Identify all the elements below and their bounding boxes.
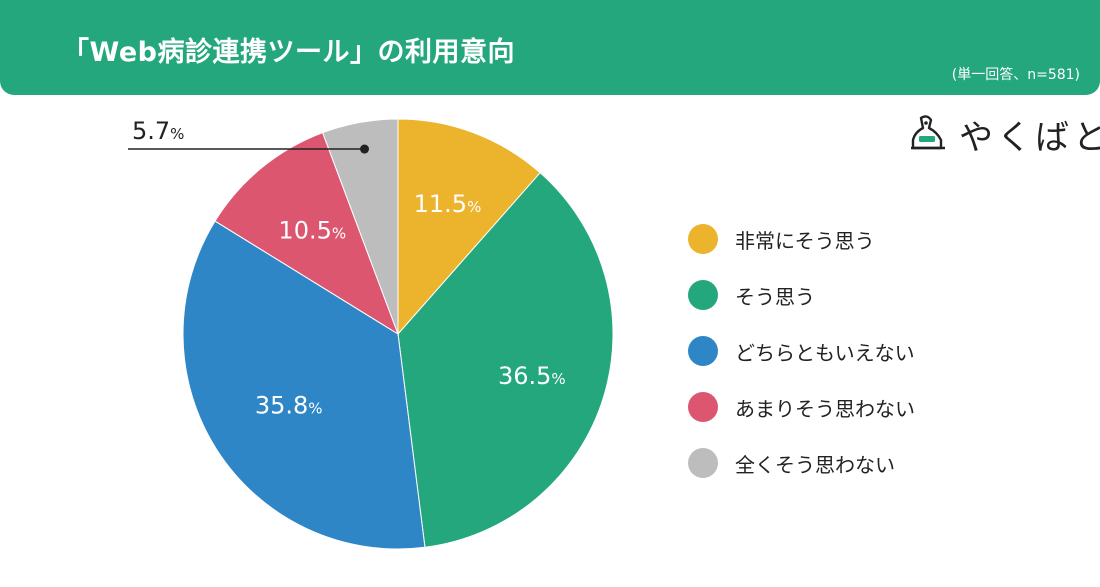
pie-slice-2: [397, 172, 614, 548]
legend-swatch: [688, 392, 718, 422]
legend-label: 全くそう思わない: [735, 452, 895, 477]
legend-item: あまりそう思わない: [688, 380, 915, 434]
pie-slice-3: [182, 220, 426, 550]
legend-label: 非常にそう思う: [735, 228, 875, 253]
legend-label: どちらともいえない: [735, 340, 915, 365]
legend-item: 非常にそう思う: [688, 212, 915, 266]
pie-chart: 11.5% 36.5% 35.8% 10.5% 5.7%: [128, 117, 614, 550]
data-label-4: 10.5%: [278, 217, 346, 245]
pie-slice-4: [214, 131, 399, 336]
legend-label: あまりそう思わない: [735, 396, 915, 421]
data-label-2: 36.5%: [498, 362, 566, 390]
logo-icon: [911, 114, 945, 149]
logo-text: やくばと: [959, 118, 1100, 158]
legend-swatch: [688, 224, 718, 254]
pie-slice-1: [397, 118, 541, 336]
legend-swatch: [688, 336, 718, 366]
legend-item: 全くそう思わない: [688, 436, 915, 490]
legend-swatch: [688, 280, 718, 310]
sample-note: (単一回答、n=581): [951, 67, 1080, 83]
pie-slice-5: [321, 118, 399, 335]
data-label-1: 11.5%: [414, 190, 482, 218]
logo: やくばと: [905, 110, 1100, 159]
legend: 非常にそう思う そう思うどちらともいえない あまりそう思わない 全くそう思わない: [688, 212, 915, 490]
header-bar: 「Web病診連携ツール」の利用意向 (単一回答、n=581): [0, 0, 1100, 95]
legend-item: どちらともいえない: [688, 324, 915, 378]
legend-label: そう思う: [735, 284, 815, 309]
legend-item: そう思う: [688, 268, 915, 322]
chart-title: 「Web病診連携ツール」の利用意向: [62, 37, 515, 68]
legend-swatch: [688, 448, 718, 478]
data-label-5: 5.7%: [132, 117, 184, 145]
data-label-3: 35.8%: [255, 391, 323, 419]
